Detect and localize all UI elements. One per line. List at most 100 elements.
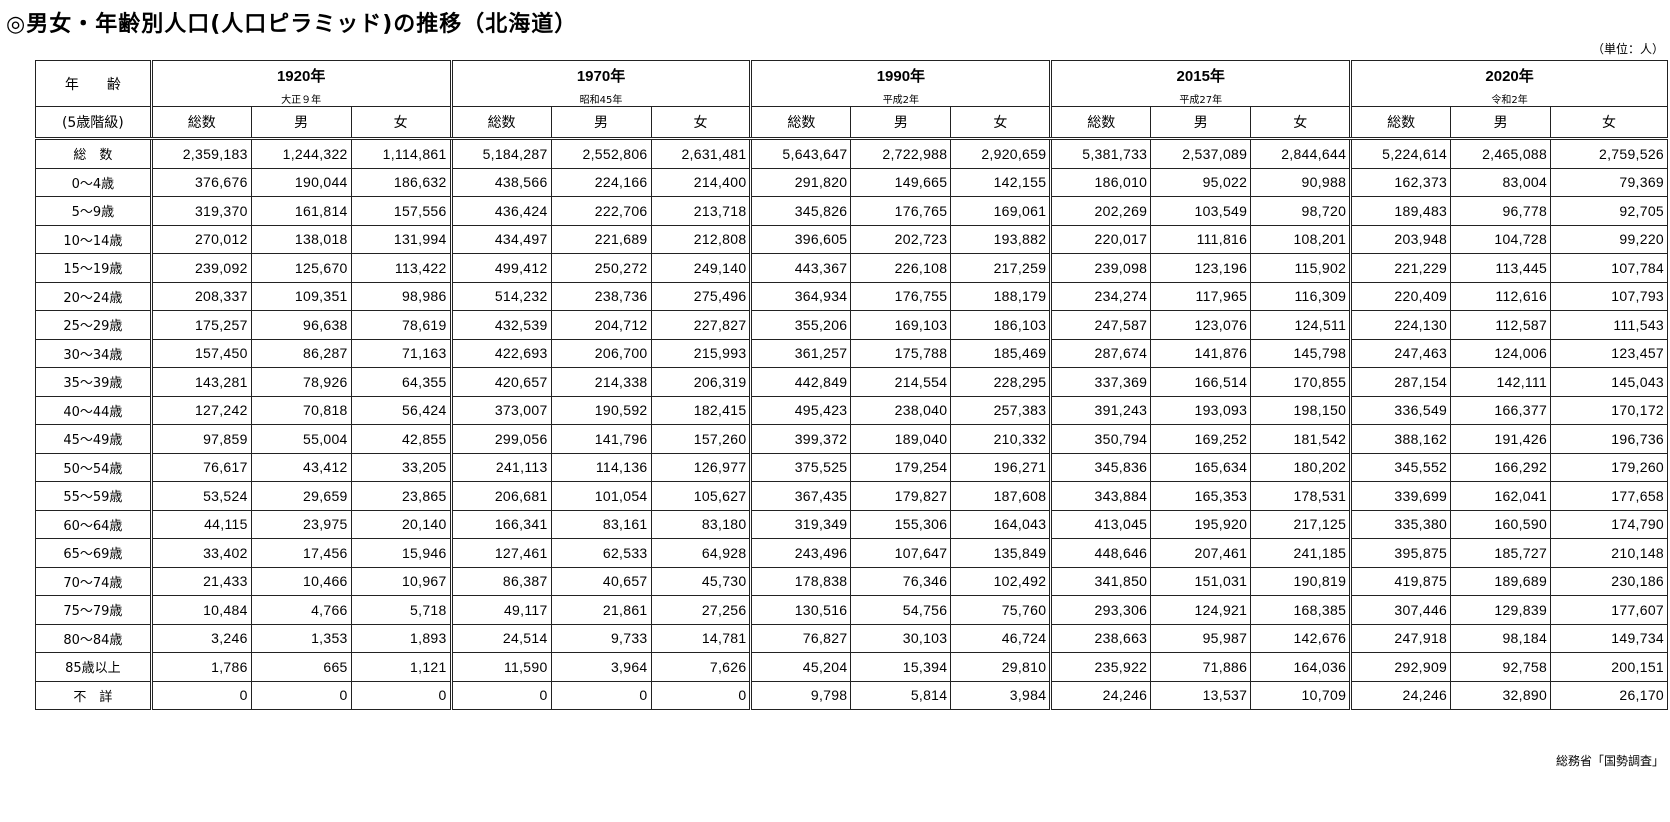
value-cell: 2,465,088	[1450, 138, 1552, 169]
value-cell: 220,409	[1349, 281, 1452, 311]
value-cell: 56,424	[350, 395, 452, 425]
value-cell: 4,766	[250, 595, 352, 625]
value-cell: 186,010	[1049, 167, 1152, 197]
year-group-header: 2015年 平成27年	[1049, 60, 1352, 107]
value-cell: 108,201	[1250, 224, 1352, 254]
value-cell: 3,964	[550, 652, 652, 682]
value-cell: 145,043	[1550, 367, 1668, 397]
value-cell: 399,372	[749, 424, 852, 454]
value-cell: 24,246	[1049, 680, 1152, 710]
value-cell: 166,292	[1450, 452, 1552, 482]
value-cell: 224,130	[1349, 310, 1452, 340]
value-cell: 99,220	[1550, 224, 1668, 254]
value-cell: 215,993	[650, 338, 752, 368]
value-cell: 92,705	[1550, 196, 1668, 226]
value-cell: 388,162	[1349, 424, 1452, 454]
value-cell: 149,665	[850, 167, 952, 197]
value-cell: 217,125	[1250, 509, 1352, 539]
value-cell: 10,709	[1250, 680, 1352, 710]
table-row: 70～74歳 21,433 10,466 10,967 86,387 40,657 45,7…	[35, 566, 1668, 596]
value-cell: 111,816	[1150, 224, 1252, 254]
value-cell: 319,370	[149, 196, 252, 226]
value-cell: 206,681	[449, 481, 552, 511]
value-cell: 42,855	[350, 424, 452, 454]
value-cell: 241,185	[1250, 538, 1352, 568]
value-cell: 30,103	[850, 623, 952, 653]
value-cell: 0	[449, 680, 552, 710]
value-cell: 185,469	[950, 338, 1052, 368]
value-cell: 130,516	[749, 595, 852, 625]
value-cell: 112,587	[1450, 310, 1552, 340]
column-header: 総数	[149, 106, 252, 140]
value-cell: 55,004	[250, 424, 352, 454]
value-cell: 190,819	[1250, 566, 1352, 596]
value-cell: 24,246	[1349, 680, 1452, 710]
value-cell: 193,093	[1150, 395, 1252, 425]
value-cell: 79,369	[1550, 167, 1668, 197]
value-cell: 98,986	[350, 281, 452, 311]
value-cell: 21,433	[149, 566, 252, 596]
value-cell: 438,566	[449, 167, 552, 197]
value-cell: 1,114,861	[350, 138, 452, 169]
value-cell: 103,549	[1150, 196, 1252, 226]
value-cell: 98,184	[1450, 623, 1552, 653]
year-group-header: 2020年 令和2年	[1349, 60, 1668, 107]
value-cell: 224,166	[550, 167, 652, 197]
value-cell: 336,549	[1349, 395, 1452, 425]
value-cell: 188,179	[950, 281, 1052, 311]
value-cell: 198,150	[1250, 395, 1352, 425]
value-cell: 176,765	[850, 196, 952, 226]
value-cell: 448,646	[1049, 538, 1152, 568]
value-cell: 3,246	[149, 623, 252, 653]
value-cell: 45,204	[749, 652, 852, 682]
value-cell: 2,759,526	[1550, 138, 1668, 169]
value-cell: 83,004	[1450, 167, 1552, 197]
value-cell: 75,760	[950, 595, 1052, 625]
value-cell: 235,922	[1049, 652, 1152, 682]
value-cell: 5,643,647	[749, 138, 852, 169]
value-cell: 514,232	[449, 281, 552, 311]
value-cell: 5,814	[850, 680, 952, 710]
value-cell: 495,423	[749, 395, 852, 425]
value-cell: 138,018	[250, 224, 352, 254]
value-cell: 299,056	[449, 424, 552, 454]
value-cell: 0	[350, 680, 452, 710]
value-cell: 9,733	[550, 623, 652, 653]
value-cell: 247,463	[1349, 338, 1452, 368]
value-cell: 64,928	[650, 538, 752, 568]
value-cell: 275,496	[650, 281, 752, 311]
value-cell: 9,798	[749, 680, 852, 710]
value-cell: 166,514	[1150, 367, 1252, 397]
value-cell: 113,422	[350, 253, 452, 283]
value-cell: 45,730	[650, 566, 752, 596]
value-cell: 23,865	[350, 481, 452, 511]
value-cell: 160,590	[1450, 509, 1552, 539]
value-cell: 155,306	[850, 509, 952, 539]
value-cell: 189,689	[1450, 566, 1552, 596]
value-cell: 90,988	[1250, 167, 1352, 197]
value-cell: 0	[149, 680, 252, 710]
value-cell: 499,412	[449, 253, 552, 283]
value-cell: 127,461	[449, 538, 552, 568]
value-cell: 166,341	[449, 509, 552, 539]
value-cell: 33,402	[149, 538, 252, 568]
value-cell: 98,720	[1250, 196, 1352, 226]
value-cell: 187,608	[950, 481, 1052, 511]
value-cell: 230,186	[1550, 566, 1668, 596]
value-cell: 78,926	[250, 367, 352, 397]
era-label: 令和2年	[1491, 95, 1528, 106]
value-cell: 131,994	[350, 224, 452, 254]
value-cell: 2,844,644	[1250, 138, 1352, 169]
column-header: 女	[350, 106, 452, 140]
value-cell: 190,592	[550, 395, 652, 425]
value-cell: 226,108	[850, 253, 952, 283]
value-cell: 227,827	[650, 310, 752, 340]
value-cell: 239,092	[149, 253, 252, 283]
table-row: 30～34歳 157,450 86,287 71,163 422,693 206,700 2…	[35, 338, 1668, 368]
column-header: 男	[250, 106, 352, 140]
value-cell: 193,882	[950, 224, 1052, 254]
age-label: 総 数	[35, 138, 152, 169]
source-note: 総務省「国勢調査」	[1555, 754, 1664, 768]
value-cell: 62,533	[550, 538, 652, 568]
value-cell: 20,140	[350, 509, 452, 539]
